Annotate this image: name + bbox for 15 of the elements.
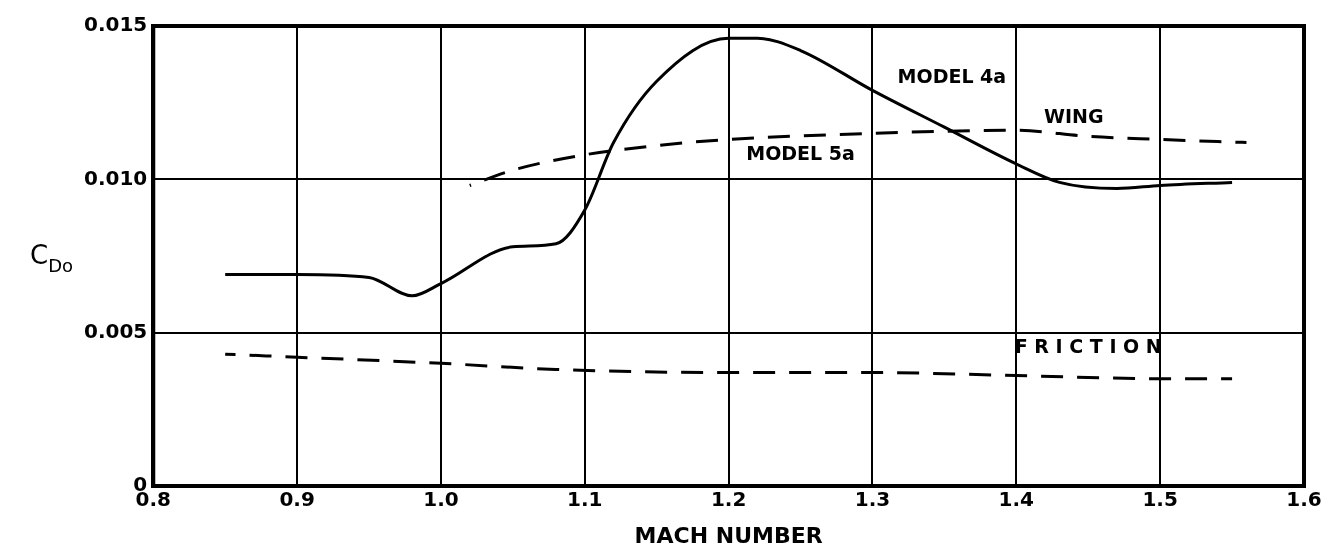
x-tick-label: 1.4 <box>998 487 1035 512</box>
series-label: MODEL 4a <box>897 64 1007 87</box>
y-tick-label: 0.015 <box>84 12 148 37</box>
x-tick-label: 1.5 <box>1142 487 1178 512</box>
series-label: WING <box>1044 104 1104 127</box>
y-tick-label: 0.010 <box>84 165 148 190</box>
x-tick-label: 1.0 <box>423 487 459 512</box>
x-tick-label: 1.1 <box>567 487 603 512</box>
y-tick-label: 0.005 <box>84 318 148 343</box>
x-tick-label: 1.2 <box>710 487 747 512</box>
x-tick-label: 1.3 <box>854 487 891 512</box>
x-tick-label: 1.6 <box>1286 487 1322 512</box>
x-tick-label: 0.9 <box>279 487 315 512</box>
x-axis-title: MACH NUMBER <box>634 522 823 548</box>
annotation: MODEL 5a <box>746 141 855 164</box>
